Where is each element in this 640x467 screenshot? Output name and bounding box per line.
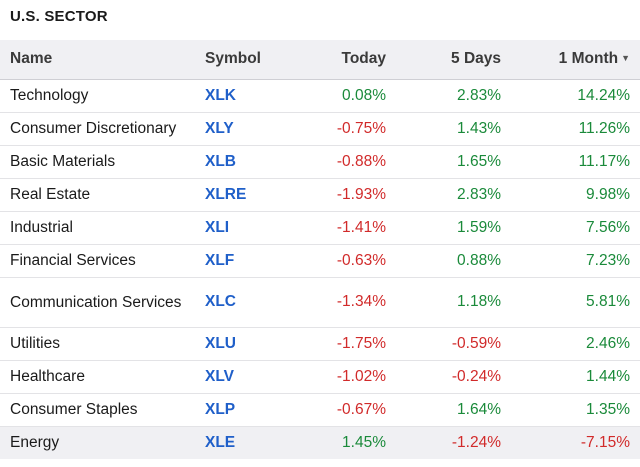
symbol-link[interactable]: XLB <box>205 152 236 170</box>
table-row[interactable]: Real Estate XLRE -1.93% 2.83% 9.98% <box>0 178 640 211</box>
change-today: 0.08% <box>342 86 386 104</box>
sector-name: Consumer Staples <box>10 401 138 418</box>
sector-name: Basic Materials <box>10 153 116 170</box>
sector-name: Technology <box>10 87 89 104</box>
sector-name: Consumer Discretionary <box>10 120 177 137</box>
change-one-month: 11.26% <box>578 119 630 137</box>
table-row[interactable]: Consumer Discretionary XLY -0.75% 1.43% 11.2… <box>0 112 640 145</box>
change-one-month: 2.46% <box>586 334 630 352</box>
change-today: -1.93% <box>336 185 386 203</box>
sector-name: Industrial <box>10 219 73 236</box>
change-one-month: 1.35% <box>586 400 630 418</box>
symbol-link[interactable]: XLY <box>205 119 234 137</box>
table-row[interactable]: Utilities XLU -1.75% -0.59% 2.46% <box>0 327 640 360</box>
change-today: -1.41% <box>336 218 386 236</box>
column-header-name[interactable]: Name <box>10 50 53 68</box>
change-one-month: 14.24% <box>577 86 630 104</box>
table-row[interactable]: Financial Services XLF -0.63% 0.88% 7.23% <box>0 244 640 277</box>
symbol-link[interactable]: XLP <box>205 400 236 418</box>
change-one-month: 11.17% <box>578 152 630 170</box>
change-today: 1.45% <box>342 433 386 451</box>
section-title: U.S. SECTOR <box>10 8 108 25</box>
table-row[interactable]: Consumer Staples XLP -0.67% 1.64% 1.35% <box>0 393 640 426</box>
change-one-month: 1.44% <box>586 367 630 385</box>
table-row[interactable]: Basic Materials XLB -0.88% 1.65% 11.17% <box>0 145 640 178</box>
change-five-days: -1.24% <box>451 433 501 451</box>
change-five-days: 1.43% <box>457 119 501 137</box>
symbol-link[interactable]: XLU <box>205 334 236 352</box>
symbol-link[interactable]: XLK <box>205 86 236 104</box>
change-today: -1.75% <box>336 334 386 352</box>
sector-name: Real Estate <box>10 186 91 203</box>
sector-name: Utilities <box>10 335 60 352</box>
change-one-month: 7.56% <box>586 218 630 236</box>
change-five-days: 2.83% <box>457 185 501 203</box>
change-one-month: 5.81% <box>586 293 630 310</box>
sector-table: Name Symbol Today 5 Days 1 Month ▼ Techno… <box>0 40 640 459</box>
change-today: -1.02% <box>336 367 386 385</box>
column-header-today[interactable]: Today <box>341 50 387 68</box>
change-five-days: -0.59% <box>451 334 501 352</box>
sector-name: Financial Services <box>10 252 136 269</box>
change-one-month: 7.23% <box>586 251 630 269</box>
sector-name: Energy <box>10 434 60 452</box>
symbol-link[interactable]: XLE <box>205 433 236 451</box>
sort-descending-icon[interactable]: ▼ <box>621 53 630 64</box>
change-five-days: 0.88% <box>457 251 501 269</box>
table-header-row: Name Symbol Today 5 Days 1 Month ▼ <box>0 40 640 79</box>
change-five-days: 1.64% <box>457 400 501 418</box>
symbol-link[interactable]: XLRE <box>205 185 247 203</box>
change-five-days: 1.65% <box>457 152 501 170</box>
change-today: -0.67% <box>336 400 386 418</box>
change-today: -0.63% <box>336 251 386 269</box>
column-header-1-month[interactable]: 1 Month ▼ <box>511 40 640 79</box>
change-five-days: -0.24% <box>451 367 501 385</box>
table-row[interactable]: Communication Services XLC -1.34% 1.18% 5.81… <box>0 277 640 327</box>
symbol-link[interactable]: XLF <box>205 251 235 269</box>
symbol-link[interactable]: XLI <box>205 218 230 236</box>
column-header-1-month-label: 1 Month <box>558 50 619 68</box>
change-one-month: 9.98% <box>586 185 630 203</box>
column-header-symbol[interactable]: Symbol <box>205 50 261 68</box>
table-row[interactable]: Technology XLK 0.08% 2.83% 14.24% <box>0 79 640 112</box>
sector-name: Healthcare <box>10 368 85 385</box>
change-one-month: -7.15% <box>580 433 630 451</box>
table-row[interactable]: Industrial XLI -1.41% 1.59% 7.56% <box>0 211 640 244</box>
symbol-link[interactable]: XLV <box>205 367 234 385</box>
change-five-days: 2.83% <box>457 86 501 104</box>
change-today: -1.34% <box>336 293 386 310</box>
change-five-days: 1.18% <box>457 293 501 310</box>
table-row[interactable]: Energy XLE 1.45% -1.24% -7.15% <box>0 426 640 459</box>
column-header-5-days[interactable]: 5 Days <box>451 50 501 68</box>
symbol-link[interactable]: XLC <box>205 293 236 310</box>
table-row[interactable]: Healthcare XLV -1.02% -0.24% 1.44% <box>0 360 640 393</box>
change-today: -0.75% <box>336 119 386 137</box>
change-five-days: 1.59% <box>457 218 501 236</box>
change-today: -0.88% <box>336 152 386 170</box>
sector-name: Communication Services <box>10 293 182 311</box>
